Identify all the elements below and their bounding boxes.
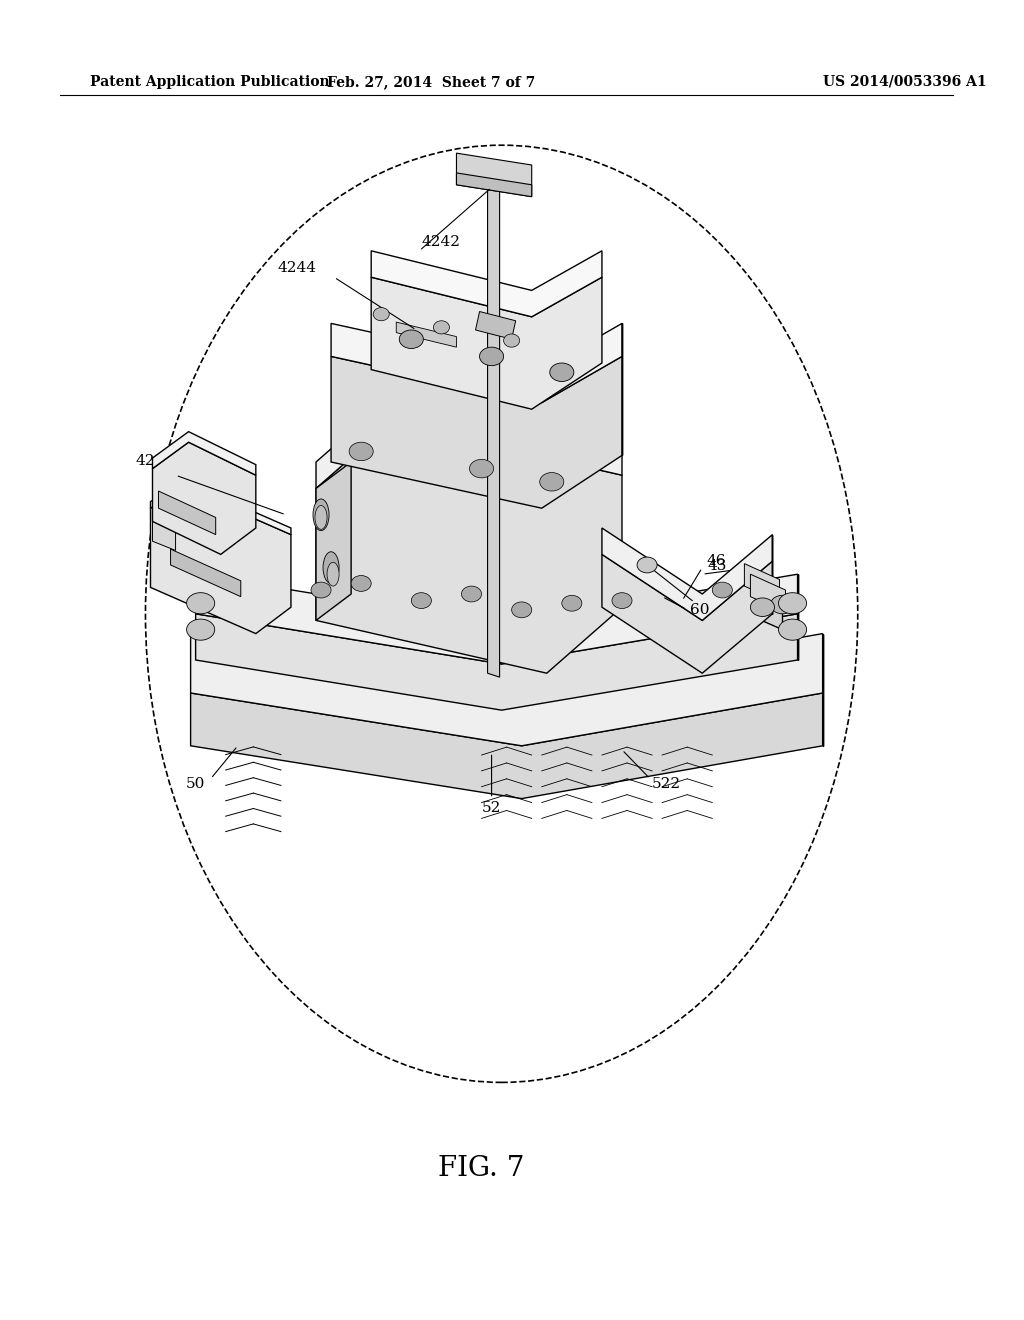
Ellipse shape [479, 347, 504, 366]
Polygon shape [153, 519, 175, 550]
Ellipse shape [313, 499, 329, 531]
Polygon shape [190, 693, 822, 799]
Ellipse shape [770, 595, 795, 614]
Ellipse shape [433, 321, 450, 334]
Text: FIG. 7: FIG. 7 [438, 1155, 524, 1181]
Text: 522: 522 [652, 777, 681, 791]
Polygon shape [602, 528, 772, 620]
Polygon shape [196, 561, 256, 607]
Ellipse shape [751, 598, 774, 616]
Polygon shape [159, 491, 216, 535]
Ellipse shape [562, 595, 582, 611]
Polygon shape [316, 396, 622, 488]
Polygon shape [331, 356, 622, 508]
Ellipse shape [637, 557, 657, 573]
Ellipse shape [186, 619, 215, 640]
Text: 50: 50 [186, 777, 206, 791]
Ellipse shape [351, 576, 371, 591]
Text: 52: 52 [482, 801, 502, 814]
Text: 4244: 4244 [278, 261, 316, 275]
Ellipse shape [399, 330, 423, 348]
Ellipse shape [315, 506, 327, 529]
Ellipse shape [311, 582, 331, 598]
Polygon shape [371, 251, 602, 317]
Ellipse shape [186, 593, 215, 614]
Polygon shape [475, 312, 516, 339]
Polygon shape [153, 442, 256, 554]
Ellipse shape [504, 334, 519, 347]
Ellipse shape [462, 586, 481, 602]
Text: Feb. 27, 2014  Sheet 7 of 7: Feb. 27, 2014 Sheet 7 of 7 [328, 75, 536, 88]
Polygon shape [751, 574, 785, 612]
Ellipse shape [349, 442, 373, 461]
Polygon shape [396, 322, 457, 347]
Ellipse shape [540, 473, 564, 491]
Ellipse shape [778, 593, 807, 614]
Ellipse shape [778, 619, 807, 640]
Text: US 2014/0053396 A1: US 2014/0053396 A1 [822, 75, 986, 88]
Polygon shape [602, 554, 772, 673]
Text: 46: 46 [707, 554, 726, 568]
Ellipse shape [327, 562, 339, 586]
Polygon shape [487, 172, 500, 677]
Ellipse shape [713, 582, 732, 598]
Text: 42: 42 [136, 454, 156, 467]
Text: 4242: 4242 [421, 235, 461, 248]
Ellipse shape [612, 593, 632, 609]
Polygon shape [171, 549, 241, 597]
Polygon shape [457, 153, 531, 197]
Polygon shape [331, 323, 622, 403]
Polygon shape [196, 614, 798, 710]
Ellipse shape [412, 593, 431, 609]
Ellipse shape [512, 602, 531, 618]
Polygon shape [196, 574, 798, 664]
Polygon shape [153, 432, 256, 475]
Polygon shape [316, 462, 351, 620]
Polygon shape [316, 422, 622, 673]
Polygon shape [151, 488, 291, 634]
Polygon shape [371, 277, 602, 409]
Polygon shape [744, 564, 779, 602]
Ellipse shape [470, 459, 494, 478]
Polygon shape [457, 173, 531, 197]
Polygon shape [190, 634, 822, 746]
Polygon shape [722, 581, 782, 630]
Ellipse shape [323, 552, 339, 583]
Polygon shape [151, 482, 291, 535]
Ellipse shape [550, 363, 573, 381]
Text: Patent Application Publication: Patent Application Publication [90, 75, 330, 88]
Text: 43: 43 [708, 560, 727, 573]
Text: 60: 60 [690, 603, 710, 616]
Ellipse shape [373, 308, 389, 321]
